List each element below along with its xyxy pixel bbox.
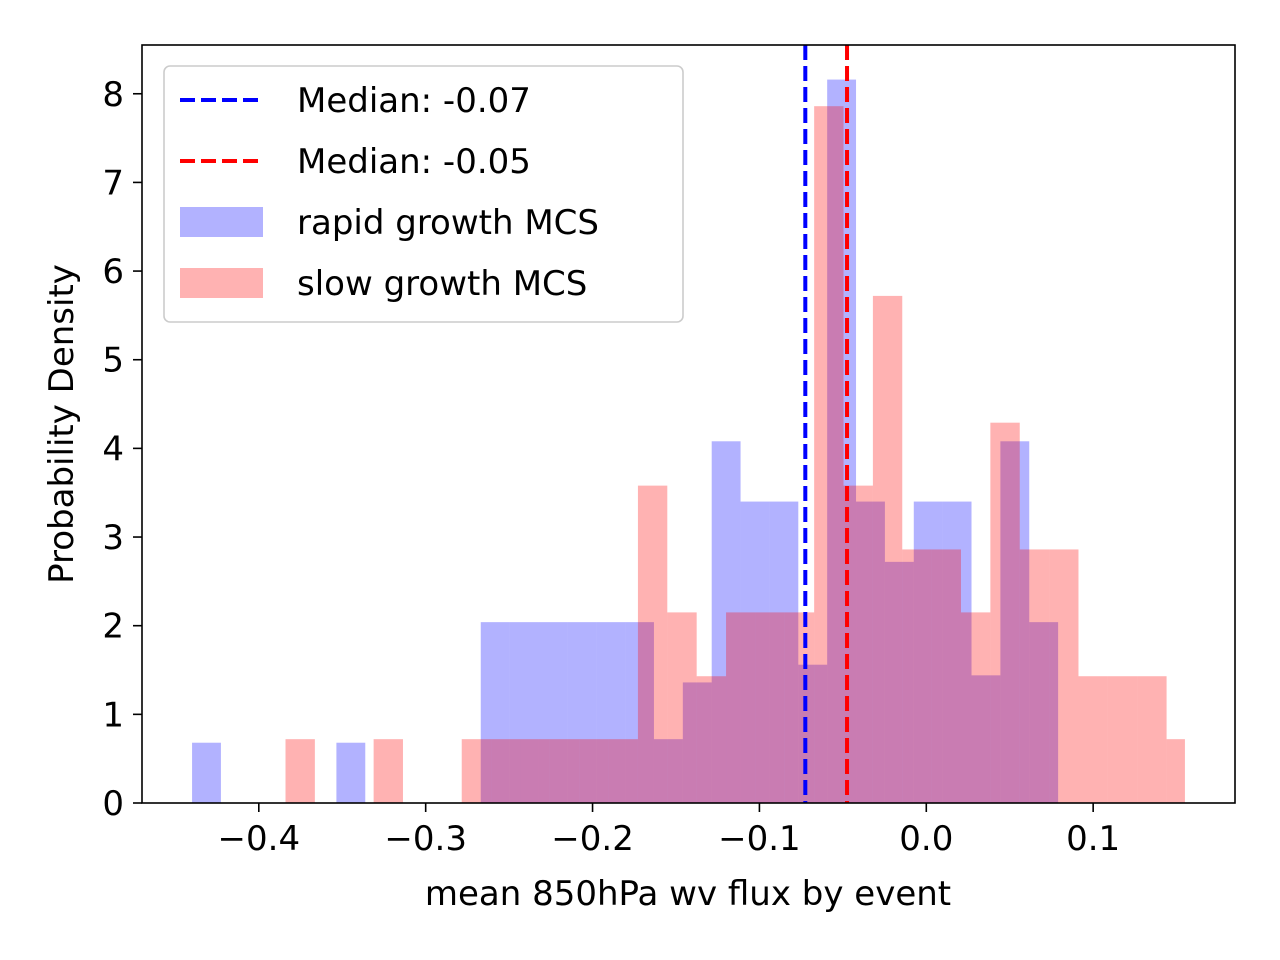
histogram-bar (872, 295, 903, 803)
y-tick-label: 6 (102, 252, 124, 292)
legend-patch-swatch (180, 207, 263, 237)
histogram-bar (711, 441, 741, 803)
legend: Median: -0.07 Median: -0.05 rapid growth M… (163, 65, 684, 323)
histogram-bar (1107, 676, 1138, 803)
y-axis-label: Probability Density (42, 264, 82, 584)
x-axis-ticks: −0.4 −0.3 −0.2 −0.1 0.0 0.1 (218, 803, 1120, 859)
histogram-bar (491, 739, 521, 803)
histogram-bar (726, 612, 756, 803)
histogram-bar (520, 739, 550, 803)
histogram-bar (913, 501, 943, 803)
legend-label: Median: -0.05 (297, 142, 531, 182)
x-tick-label: −0.2 (551, 819, 634, 859)
x-tick-label: 0.1 (1066, 819, 1120, 859)
histogram-bar (480, 622, 510, 803)
histogram-bar (1029, 622, 1059, 803)
histogram-bar (1137, 676, 1167, 803)
histogram-bar (1049, 549, 1079, 803)
y-tick-label: 2 (102, 607, 124, 647)
histogram-bar (827, 79, 857, 803)
histogram-bar (942, 501, 972, 803)
histogram-bar (1019, 549, 1050, 803)
legend-label: Median: -0.07 (297, 81, 531, 121)
y-tick-label: 5 (102, 341, 124, 381)
histogram-bar (1078, 676, 1108, 803)
histogram-bar (1000, 441, 1030, 803)
legend-box (163, 65, 684, 323)
y-tick-label: 4 (102, 429, 124, 469)
histogram-bar (971, 675, 1001, 803)
series-0-bars (192, 79, 1059, 803)
histogram-bar (461, 739, 492, 803)
histogram-bar (960, 612, 991, 803)
histogram-bar (596, 622, 626, 803)
histogram-bar (931, 549, 961, 803)
histogram-bar (1166, 739, 1185, 803)
legend-label: rapid growth MCS (297, 203, 599, 243)
histogram-bar (509, 622, 539, 803)
histogram-bar (549, 739, 580, 803)
histogram-bar (755, 612, 785, 803)
x-tick-label: 0.0 (899, 819, 953, 859)
histogram-bar (902, 549, 932, 803)
histogram-bar (784, 612, 815, 803)
x-tick-label: −0.1 (718, 819, 801, 859)
histogram-bar (740, 501, 770, 803)
plot-frame (141, 44, 1236, 804)
x-tick-label: −0.4 (218, 819, 301, 859)
histogram-bar (373, 739, 403, 803)
y-tick-label: 1 (102, 695, 124, 735)
y-tick-label: 7 (102, 163, 124, 203)
y-tick-label: 8 (102, 75, 124, 115)
histogram-bar (856, 501, 885, 803)
bars-layer (192, 79, 1185, 803)
histogram-bar (637, 485, 668, 803)
histogram-bar (682, 682, 712, 803)
histogram-bar (667, 612, 697, 803)
legend-patch-swatch (180, 268, 263, 298)
histogram-bar (653, 739, 683, 803)
series-1-bars (285, 106, 1185, 803)
y-tick-label: 0 (102, 784, 124, 824)
histogram-bar (798, 664, 828, 803)
histogram-bar (884, 561, 914, 803)
histogram-bar (814, 106, 844, 803)
histogram-bar (608, 739, 638, 803)
histogram-bar (285, 739, 315, 803)
histogram-bar (192, 742, 221, 803)
legend-label: slow growth MCS (297, 264, 587, 304)
y-axis-ticks: 0 1 2 3 4 5 6 7 8 (102, 75, 142, 824)
median-lines (803, 45, 850, 803)
histogram-bar (990, 422, 1020, 803)
histogram-bar (696, 676, 727, 803)
y-tick-label: 3 (102, 518, 124, 558)
histogram-bar (769, 501, 799, 803)
histogram-bar (579, 739, 609, 803)
histogram-bar (625, 622, 654, 803)
histogram-bar (336, 742, 366, 803)
x-axis-label: mean 850hPa wv flux by event (425, 874, 951, 914)
x-tick-label: −0.3 (384, 819, 467, 859)
histogram-bar (567, 622, 597, 803)
histogram-bar (538, 622, 568, 803)
